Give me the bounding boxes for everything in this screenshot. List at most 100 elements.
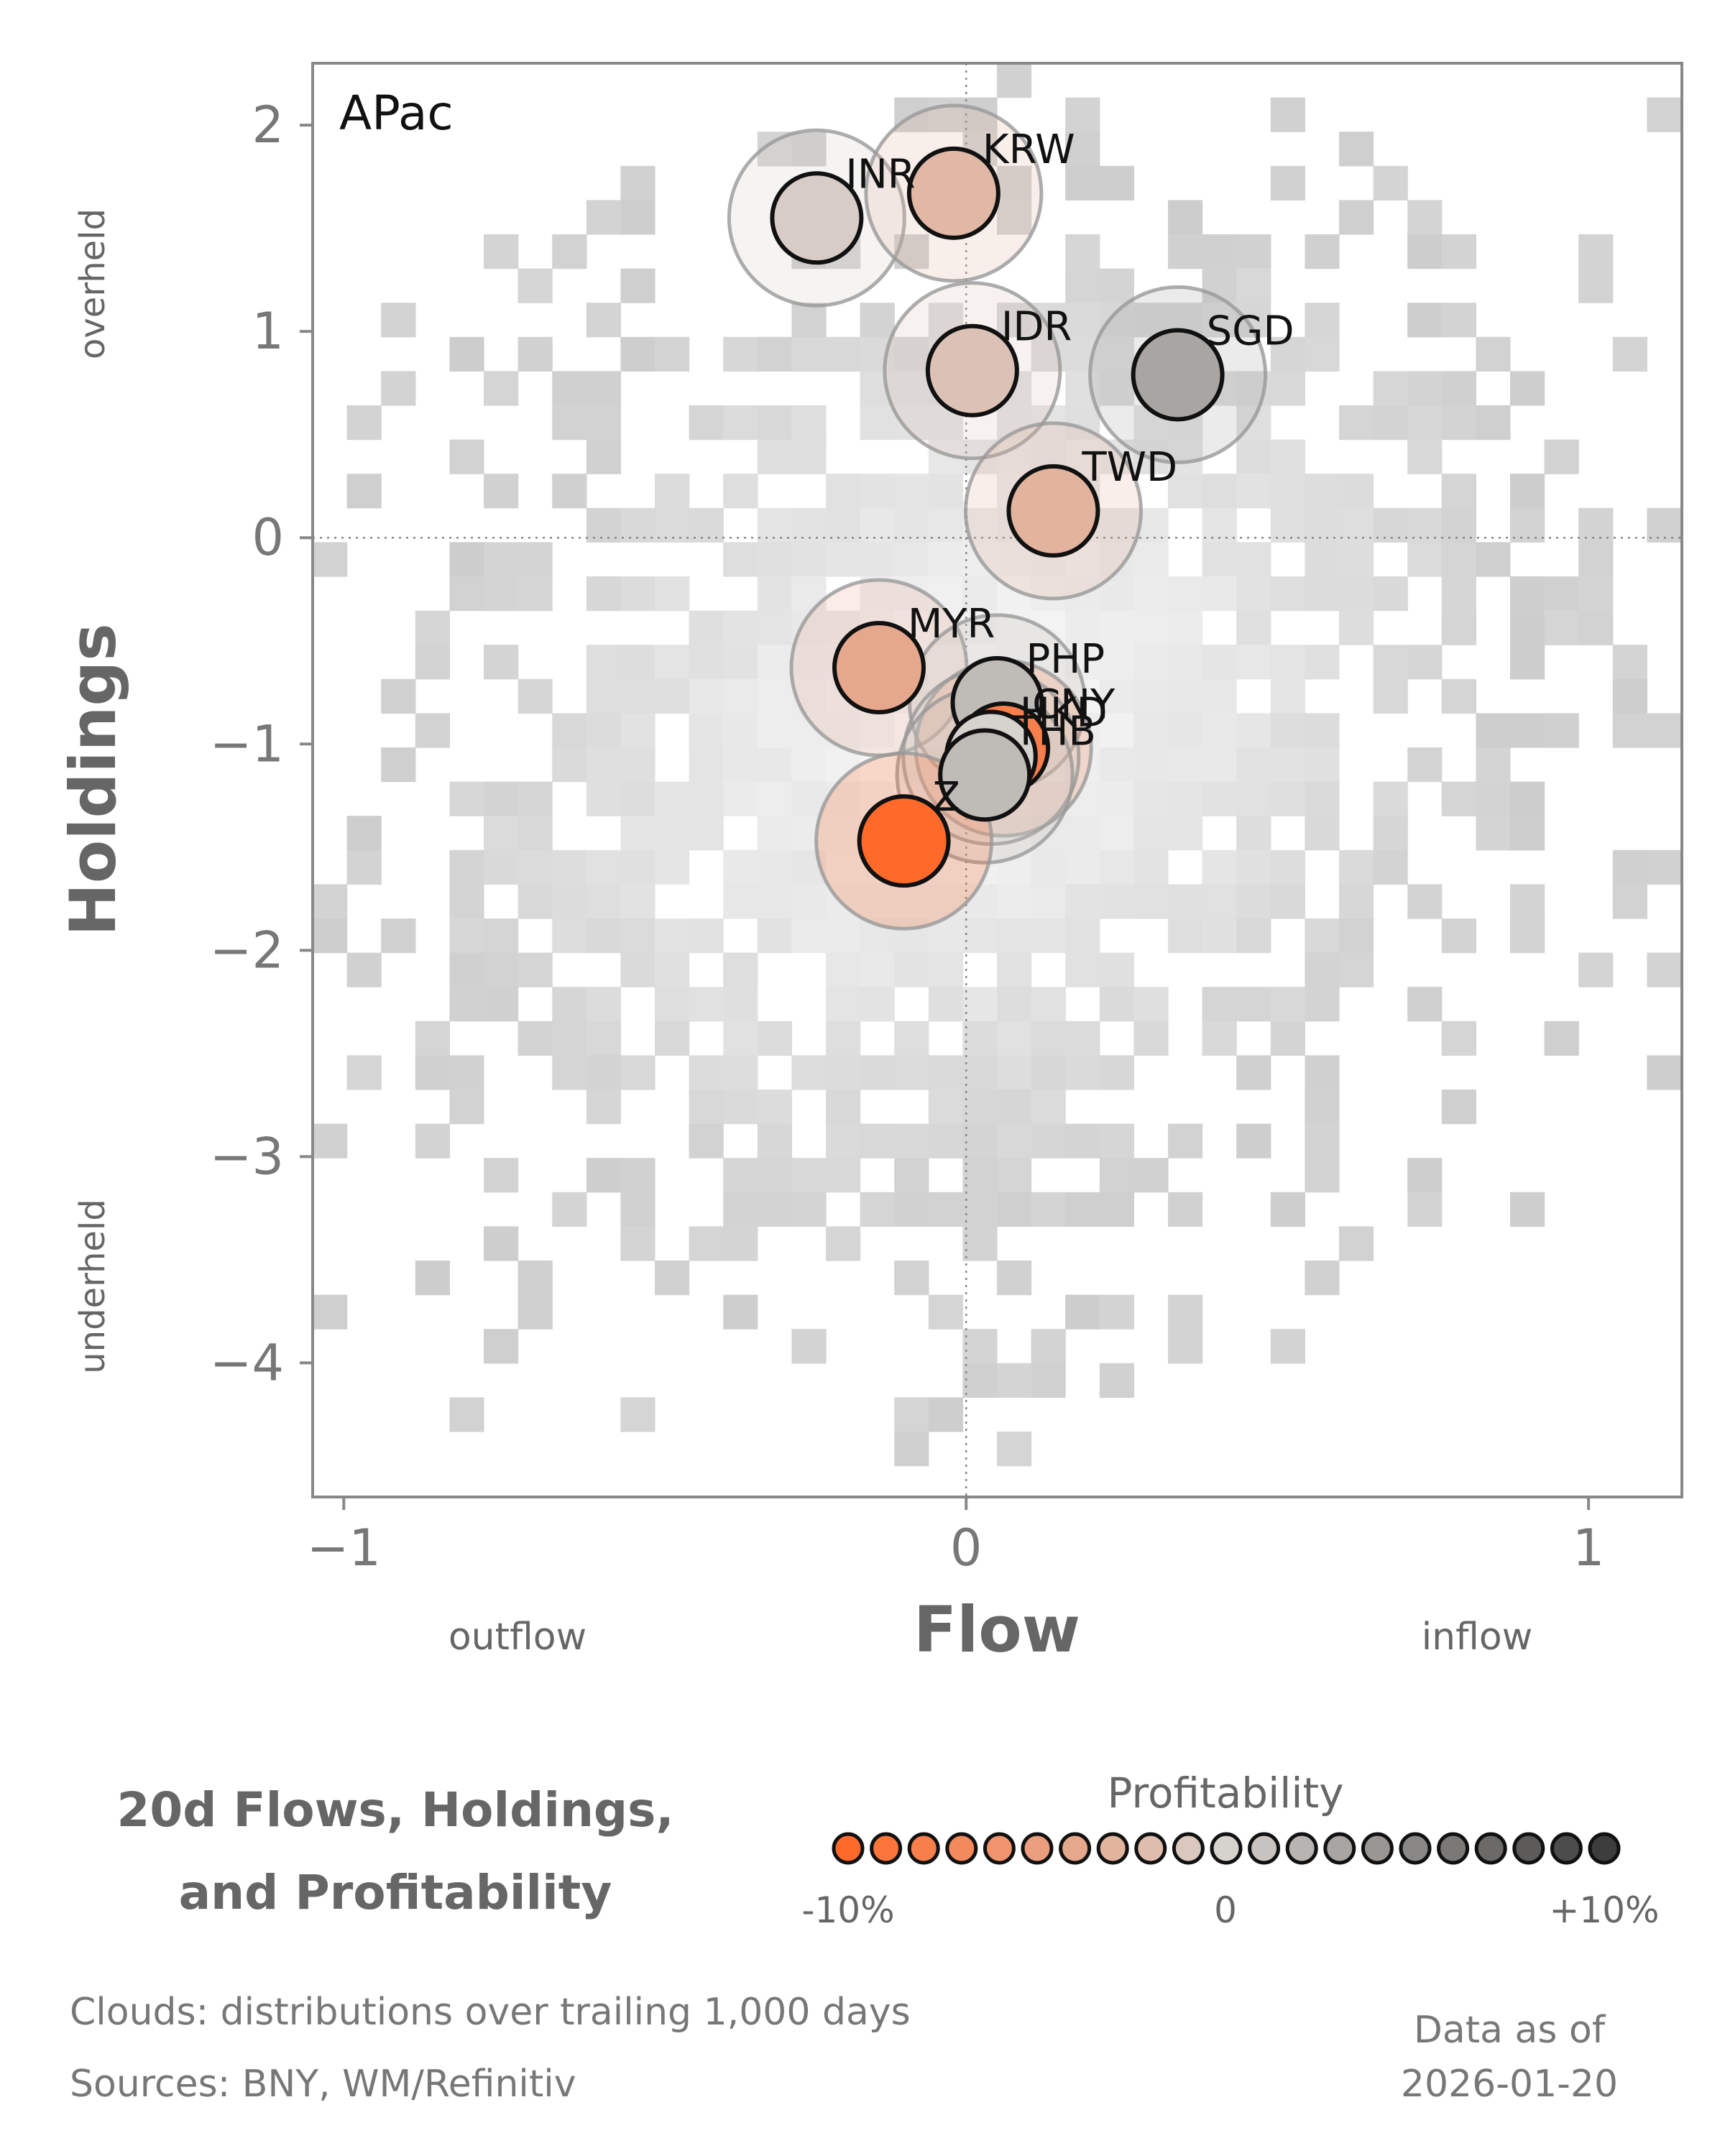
cloud-cell-210 [484, 576, 519, 612]
cloud-cell-594 [860, 1123, 895, 1158]
colorbar-tick-low: -10% [801, 1889, 894, 1931]
clouds-note: Clouds: distributions over trailing 1,00… [70, 1991, 911, 2034]
point-sgd [1131, 328, 1225, 422]
cloud-cell-623 [791, 1192, 827, 1227]
cloud-cell-317 [689, 713, 724, 748]
cloud-cell-610 [791, 1158, 827, 1193]
cloud-cell-641 [962, 1226, 998, 1261]
cloud-cell-16 [1099, 165, 1134, 201]
cloud-cell-219 [928, 576, 963, 612]
cloud-cell-232 [1373, 576, 1408, 612]
cloud-cell-396 [484, 816, 519, 851]
cloud-cell-537 [1407, 987, 1443, 1022]
cloud-cell-374 [757, 781, 792, 816]
cloud-cell-440 [1202, 849, 1237, 885]
cloud-cell-418 [1510, 816, 1545, 851]
data-points [770, 146, 1225, 888]
cloud-cell-65 [655, 336, 690, 372]
cloud-cell-150 [1168, 474, 1203, 509]
cloud-cell-257 [1510, 610, 1545, 645]
y-tick-label-0: 2 [252, 96, 284, 155]
cloud-cell-241 [757, 610, 792, 645]
y-tick-label-4: −2 [210, 921, 284, 980]
cloud-cell-363 [1305, 747, 1340, 783]
cloud-cell-451 [586, 884, 621, 919]
cloud-cell-655 [1168, 1294, 1203, 1330]
cloud-cell-509 [894, 952, 929, 987]
cloud-cell-99 [1441, 371, 1476, 406]
colorbar-dot-8 [1134, 1832, 1167, 1865]
cloud-cell-75 [1099, 336, 1134, 372]
cloud-cell-579 [689, 1089, 724, 1125]
cloud-cell-529 [997, 987, 1032, 1022]
cloud-cell-364 [1407, 747, 1443, 783]
cloud-cell-250 [1065, 610, 1100, 645]
cloud-cell-628 [997, 1192, 1032, 1227]
cloud-cell-281 [1236, 645, 1271, 680]
cloud-cell-121 [1476, 405, 1511, 441]
cloud-cell-545 [826, 1021, 861, 1056]
cloud-cell-551 [1133, 1021, 1169, 1056]
cloud-cell-493 [1168, 918, 1203, 954]
cloud-cell-532 [1133, 987, 1169, 1022]
cloud-cell-500 [346, 952, 382, 987]
cloud-cell-633 [1270, 1192, 1305, 1227]
cloud-cell-307 [1168, 678, 1203, 714]
cloud-cell-463 [1065, 884, 1100, 919]
cloud-cell-346 [723, 747, 758, 783]
cloud-cell-457 [860, 884, 895, 919]
cloud-cell-569 [962, 1055, 998, 1090]
cloud-cell-499 [1510, 918, 1545, 954]
cloud-cell-23 [1339, 200, 1374, 235]
cloud-cell-39 [620, 268, 656, 303]
cloud-cell-570 [997, 1055, 1032, 1090]
cloud-cell-543 [723, 1021, 758, 1056]
cloud-cell-461 [997, 884, 1032, 919]
cloud-cell-455 [791, 884, 827, 919]
point-inr [770, 171, 864, 265]
cloud-cell-413 [1168, 816, 1203, 851]
cloud-cell-267 [757, 645, 792, 680]
cloud-cell-552 [1202, 1021, 1237, 1056]
colorbar-dot-19 [1550, 1832, 1583, 1865]
cloud-cell-395 [346, 816, 382, 851]
cloud-cell-105 [723, 405, 758, 441]
cloud-cell-21 [997, 200, 1032, 235]
cloud-cell-348 [791, 747, 827, 783]
cloud-cell-331 [1168, 713, 1203, 748]
cloud-cell-439 [1133, 849, 1169, 885]
cloud-cell-108 [860, 405, 895, 441]
cloud-cell-135 [1270, 439, 1305, 474]
cloud-cell-535 [1270, 987, 1305, 1022]
cloud-cell-387 [1202, 781, 1237, 816]
cloud-cell-329 [1099, 713, 1134, 748]
cloud-cell-503 [518, 952, 553, 987]
cloud-cell-517 [1647, 952, 1682, 987]
point-label-cny: CNY [1032, 681, 1116, 728]
cloud-cell-4 [1065, 97, 1100, 132]
cloud-cell-30 [1065, 234, 1100, 270]
cloud-cell-189 [757, 542, 792, 577]
cloud-cell-565 [826, 1055, 861, 1090]
cloud-cell-546 [894, 1021, 929, 1056]
cloud-cell-482 [689, 918, 724, 954]
cloud-cell-12 [620, 165, 656, 201]
cloud-cell-449 [518, 884, 553, 919]
cloud-cell-652 [928, 1294, 963, 1330]
cloud-cell-233 [1441, 576, 1476, 612]
cloud-cell-625 [894, 1192, 929, 1227]
cloud-cell-372 [689, 781, 724, 816]
cloud-cell-107 [791, 405, 827, 441]
cloud-cell-619 [552, 1192, 587, 1227]
cloud-cell-97 [1373, 371, 1408, 406]
cloud-cell-484 [791, 918, 827, 954]
cloud-cell-188 [723, 542, 758, 577]
cloud-cell-446 [1647, 849, 1682, 885]
legend-title-line1: 20d Flows, Holdings, [116, 1782, 674, 1838]
colorbar-dot-12 [1285, 1832, 1318, 1865]
cloud-cell-124 [757, 439, 792, 474]
cloud-cell-421 [484, 849, 519, 885]
cloud-cell-84 [552, 371, 587, 406]
cloud-cell-420 [449, 849, 484, 885]
